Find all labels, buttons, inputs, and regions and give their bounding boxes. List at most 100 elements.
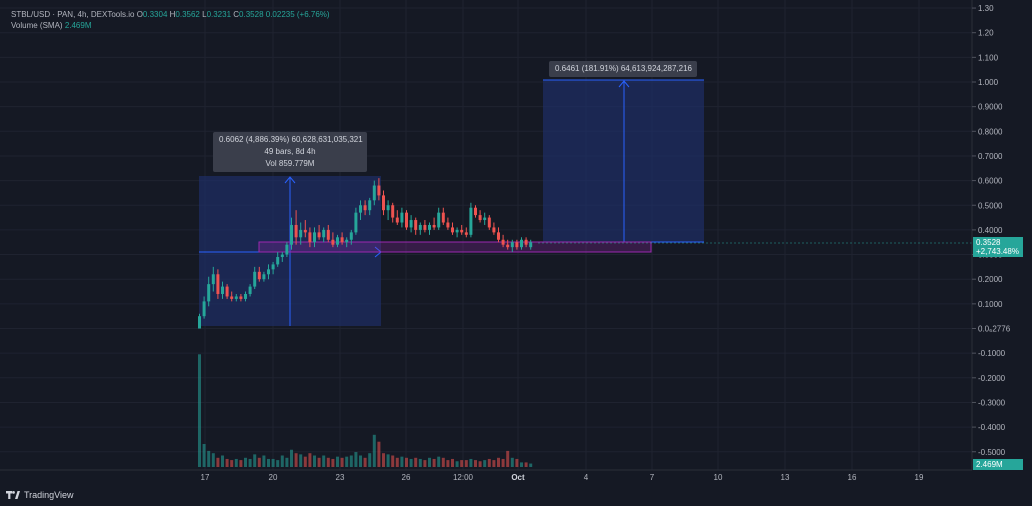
price-tick-label: 0.5000	[978, 201, 1003, 210]
support-zone-rectangle[interactable]	[258, 241, 652, 253]
candle	[515, 239, 519, 250]
volume-bar	[405, 457, 408, 467]
candle-body	[211, 274, 215, 285]
volume-bar	[464, 460, 468, 467]
candle-body	[478, 215, 482, 221]
candle	[239, 293, 243, 302]
candle-body	[501, 239, 505, 245]
candle	[257, 266, 261, 282]
candle-body	[230, 296, 234, 299]
candle	[359, 200, 362, 221]
volume-bar	[414, 457, 418, 467]
candle-body	[432, 224, 436, 228]
price-tick-label: 0.1000	[978, 300, 1003, 309]
candle	[368, 197, 372, 216]
candle	[400, 207, 404, 228]
candle	[285, 242, 289, 258]
candle	[418, 222, 422, 235]
candle-body	[303, 229, 307, 233]
candle-body	[492, 227, 496, 233]
candle-body	[336, 237, 339, 245]
volume-bar	[349, 455, 353, 467]
candle-body	[276, 257, 280, 265]
candle	[391, 202, 395, 223]
candle-body	[198, 316, 201, 329]
candle-body	[529, 242, 533, 248]
volume-bar	[285, 457, 289, 467]
candle	[460, 224, 464, 235]
candle	[303, 220, 307, 238]
measure-left-change: 0.6062 (4,886.39%) 60,628,631,035,321	[219, 135, 363, 144]
candle	[437, 207, 441, 230]
measure-right-tooltip: 0.6461 (181.91%) 64,613,924,287,216	[549, 61, 697, 77]
symbol-title[interactable]: STBL/USD · PAN, 4h, DEXTools.io	[11, 10, 135, 19]
volume-bar	[368, 453, 372, 467]
price-tick-label: -0.5000	[978, 448, 1006, 457]
price-tick-label: -0.4000	[978, 423, 1006, 432]
volume-bar	[280, 455, 284, 467]
candle-body	[313, 232, 316, 243]
low-label: L	[202, 10, 207, 19]
volume-bar	[478, 461, 482, 467]
candle-body	[405, 212, 408, 228]
candle-body	[225, 286, 229, 297]
volume-bar	[294, 453, 298, 467]
candle-body	[308, 232, 312, 243]
volume-bar	[276, 460, 280, 467]
candle-body	[409, 220, 413, 228]
candle	[202, 296, 206, 319]
candle-body	[418, 224, 422, 230]
candle-body	[377, 185, 381, 196]
volume-bar	[345, 456, 349, 467]
candle-body	[451, 227, 454, 233]
candle-body	[382, 195, 385, 211]
candle-body	[460, 229, 464, 233]
volume-bar	[202, 444, 206, 467]
candle-body	[244, 293, 247, 299]
measure-left-tooltip: 0.6062 (4,886.39%) 60,628,631,035,321 49…	[213, 132, 367, 172]
candle-body	[363, 205, 367, 211]
candle	[354, 207, 358, 235]
candle	[446, 217, 450, 230]
candle-body	[345, 239, 349, 243]
candle-body	[520, 239, 523, 248]
candle-body	[386, 205, 390, 211]
current-price-change: +2,743.48%	[976, 247, 1019, 256]
candle	[234, 293, 238, 302]
measure-right-arrow-up	[618, 80, 630, 88]
volume-bar	[198, 354, 201, 467]
candle	[299, 222, 303, 245]
close-label: C	[233, 10, 240, 19]
candle	[225, 284, 229, 299]
candle	[253, 266, 257, 290]
price-range-measure-right[interactable]	[543, 79, 704, 243]
candle	[207, 276, 211, 307]
candle-body	[322, 229, 326, 238]
volume-indicator-label[interactable]: Volume (SMA)	[11, 21, 63, 30]
time-axis[interactable]: 17 20 23 26 12:00 Oct 4 7 10 13 16 19	[201, 473, 924, 482]
candle	[244, 291, 247, 302]
price-tick-label: -0.1000	[978, 349, 1006, 358]
current-price-tag: 0.3528 +2,743.48%	[973, 237, 1023, 257]
price-tick-label: -0.2000	[978, 374, 1006, 383]
candle-body	[359, 205, 362, 213]
price-range-measure-left[interactable]	[199, 176, 382, 326]
volume-bar	[451, 458, 454, 467]
time-tick-label: 12:00	[453, 473, 474, 482]
candle-body	[437, 212, 441, 228]
candle	[336, 234, 339, 248]
candle-body	[524, 239, 528, 245]
candle	[405, 210, 408, 230]
volume-bar	[244, 457, 247, 467]
volume-bar	[230, 460, 234, 467]
candle	[372, 180, 376, 206]
price-axis[interactable]: 1.30 1.20 1.100 1.000 0.9000 0.8000 0.7000 0.60…	[972, 4, 1011, 457]
volume-bar	[239, 460, 243, 467]
volume-bar	[529, 463, 533, 467]
tradingview-logo[interactable]: TradingView	[6, 490, 74, 500]
candle	[414, 217, 418, 235]
candle	[386, 200, 390, 221]
volume-bar	[520, 462, 523, 467]
candle-body	[464, 232, 468, 235]
